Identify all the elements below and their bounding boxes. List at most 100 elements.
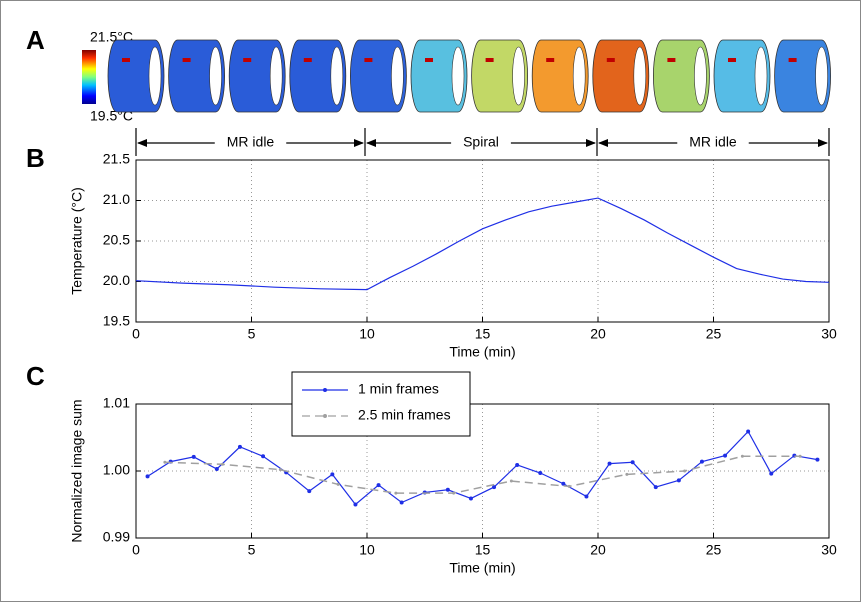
x-tick-label: 25 (706, 542, 722, 558)
point (214, 466, 219, 471)
ring-hole (209, 46, 222, 106)
x-tick-label: 0 (132, 542, 140, 558)
ring-spot (243, 58, 252, 62)
legend-label: 1 min frames (358, 381, 439, 397)
point (769, 471, 774, 476)
x-tick-label: 30 (821, 326, 837, 342)
arrow-head (354, 139, 364, 147)
y-tick-label: 1.01 (103, 395, 130, 411)
point (699, 459, 704, 464)
ring-hole (633, 46, 647, 106)
ring-hole (512, 46, 525, 106)
point (653, 485, 658, 490)
arrow-head (137, 139, 147, 147)
ring-hole (391, 46, 404, 106)
ring-hole (754, 46, 768, 106)
ring-spot (122, 58, 130, 62)
segment-label: Spiral (463, 134, 499, 150)
point (584, 494, 589, 499)
x-tick-label: 15 (475, 542, 491, 558)
legend-marker (323, 388, 327, 392)
x-tick-label: 20 (590, 326, 606, 342)
arrow-head (586, 139, 596, 147)
point (509, 479, 513, 483)
point (630, 460, 635, 465)
y-tick-label: 1.00 (103, 462, 130, 478)
colorbar (82, 50, 96, 104)
point (330, 472, 335, 477)
ring-hole (451, 46, 465, 106)
ring-hole (330, 46, 344, 106)
legend-box (291, 371, 471, 437)
ring-spot (425, 58, 433, 62)
ring-hole (815, 46, 828, 106)
panel-label: B (26, 143, 45, 173)
point (625, 472, 629, 476)
x-tick-label: 15 (475, 326, 491, 342)
ring-spot (788, 58, 797, 62)
segment-label: MR idle (227, 134, 275, 150)
x-tick-label: 30 (821, 542, 837, 558)
y-tick-label: 21.5 (103, 151, 130, 167)
panel-label: C (26, 361, 45, 391)
point (567, 484, 571, 488)
legend-label: 2.5 min frames (358, 407, 451, 423)
point (163, 460, 167, 464)
arrow-head (818, 139, 828, 147)
arrow-head (366, 139, 376, 147)
ring-images (107, 39, 831, 113)
ring-spot (728, 58, 736, 62)
x-tick-label: 0 (132, 326, 140, 342)
x-tick-label: 20 (590, 542, 606, 558)
ring-spot (364, 58, 373, 62)
ring-spot (485, 58, 494, 62)
point (561, 481, 566, 486)
point (353, 502, 358, 507)
point (445, 487, 450, 492)
point (452, 491, 456, 495)
y-tick-label: 19.5 (103, 313, 130, 329)
plot-box (135, 159, 830, 323)
point (723, 453, 728, 458)
point (237, 444, 242, 449)
x-tick-label: 25 (706, 326, 722, 342)
point (740, 454, 744, 458)
y-axis-label: Temperature (°C) (69, 187, 85, 295)
segment-arrows: MR idle Spiral MR idle (135, 128, 830, 156)
point (278, 468, 282, 472)
ring-hole (572, 46, 586, 106)
point (376, 483, 381, 488)
point (394, 491, 398, 495)
ring-spot (606, 58, 615, 62)
ring-hole (694, 46, 707, 106)
point (683, 469, 687, 473)
point (336, 482, 340, 486)
y-axis-label: Normalized image sum (69, 399, 85, 542)
plot-box (135, 403, 830, 539)
point (746, 429, 751, 434)
point (538, 471, 543, 476)
x-axis-label: Time (min) (449, 560, 515, 576)
y-tick-label: 21.0 (103, 191, 130, 207)
x-tick-label: 5 (248, 326, 256, 342)
point (191, 454, 196, 459)
ring-hole (148, 46, 162, 106)
x-tick-label: 10 (359, 326, 375, 342)
ring-spot (182, 58, 191, 62)
point (221, 462, 225, 466)
point (815, 457, 820, 462)
legend-marker (323, 414, 327, 418)
y-tick-label: 0.99 (103, 529, 130, 545)
ring-hole (269, 46, 283, 106)
point (607, 461, 612, 466)
x-tick-label: 10 (359, 542, 375, 558)
series-line (164, 455, 801, 494)
point (798, 454, 802, 458)
x-tick-label: 5 (248, 542, 256, 558)
ring-spot (667, 58, 676, 62)
y-tick-label: 20.5 (103, 232, 130, 248)
point (399, 500, 404, 505)
arrow-head (598, 139, 608, 147)
x-axis-label: Time (min) (449, 344, 515, 360)
